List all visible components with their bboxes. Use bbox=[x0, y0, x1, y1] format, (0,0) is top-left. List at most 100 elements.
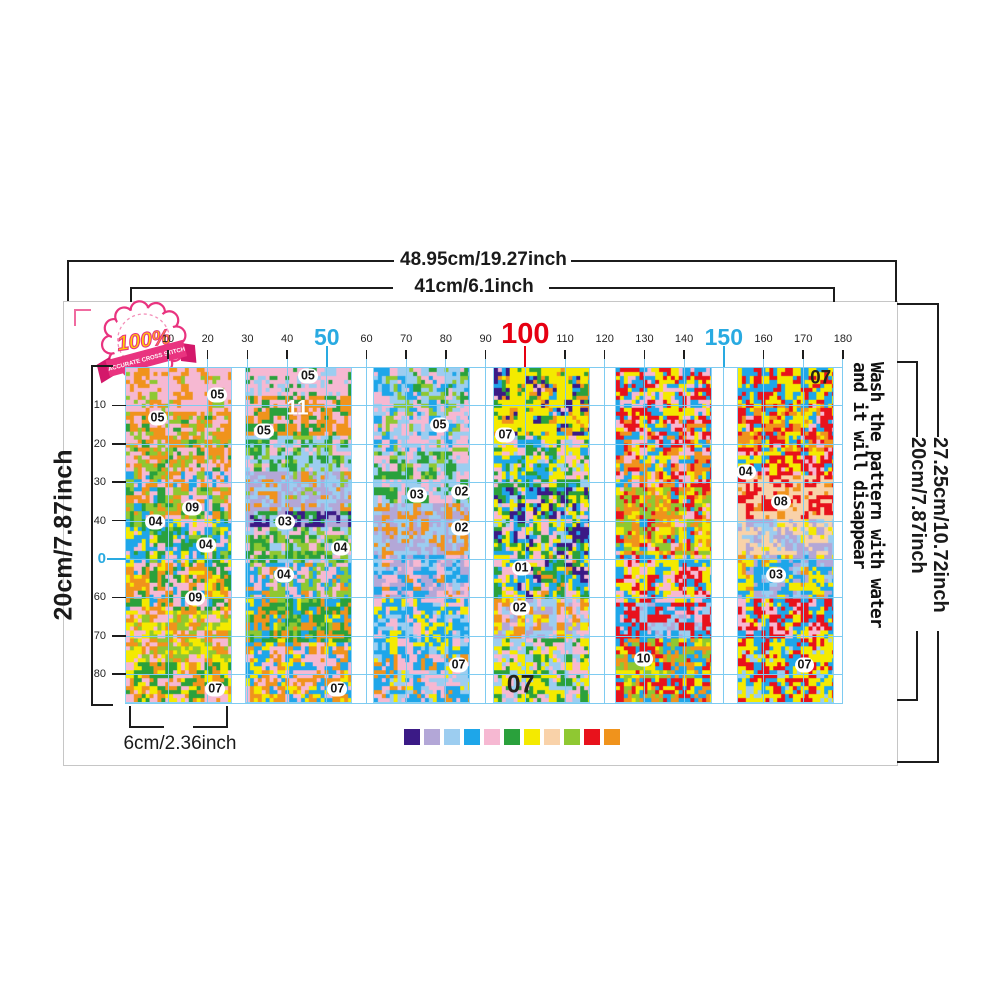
legend-swatch bbox=[524, 729, 540, 745]
color-number-label: 03 bbox=[766, 567, 786, 583]
color-number-label: 10 bbox=[633, 651, 654, 667]
ruler-top-number: 60 bbox=[360, 333, 373, 345]
dim-bottom: 6cm/2.36inch bbox=[123, 733, 237, 754]
pattern-panel-3: 05 02 03 02 07 bbox=[373, 367, 472, 703]
ruler-left-number: 0 bbox=[97, 550, 106, 567]
dim-line bbox=[130, 287, 393, 289]
dim-right-outer: 27.25cm/10.72inch bbox=[928, 437, 951, 613]
dim-line bbox=[193, 726, 228, 728]
ruler-left-number: 80 bbox=[93, 668, 106, 681]
pattern-panel-5: 10 bbox=[615, 367, 712, 703]
dim-hook bbox=[67, 260, 69, 301]
grid-line-vertical bbox=[524, 358, 526, 703]
ruler-top-tick bbox=[445, 350, 447, 359]
color-number-label: 05 bbox=[253, 423, 274, 439]
ruler-top-tick bbox=[484, 350, 487, 359]
dim-line bbox=[937, 303, 939, 438]
color-number-label: 09 bbox=[182, 500, 203, 516]
color-number-label: 01 bbox=[511, 560, 532, 576]
pattern-panel-4: 07 01 02 07 bbox=[493, 367, 590, 703]
grid-line-horizontal bbox=[125, 443, 843, 445]
dim-line bbox=[129, 726, 164, 728]
color-number-label: 03 bbox=[406, 487, 427, 503]
ruler-top-number: 150 bbox=[704, 324, 743, 350]
ruler-top-tick bbox=[365, 350, 368, 359]
grid-line-horizontal bbox=[125, 674, 843, 676]
ruler-left-tick bbox=[112, 596, 126, 599]
color-number-label: 04 bbox=[273, 567, 294, 583]
ruler-top-number: 100 bbox=[501, 318, 550, 350]
legend-swatch bbox=[544, 729, 560, 745]
grid-line-horizontal bbox=[125, 405, 843, 407]
ruler-top-number: 160 bbox=[754, 333, 773, 345]
legend-swatch bbox=[404, 729, 420, 745]
ruler-top-tick bbox=[206, 350, 209, 359]
pattern-panel-2: 05 11 05 03 04 04 07 bbox=[245, 367, 352, 703]
grid-line-vertical bbox=[167, 358, 169, 703]
ruler-left-tick bbox=[112, 443, 126, 445]
ruler-top-number: 130 bbox=[635, 333, 654, 345]
grid-line-vertical bbox=[802, 358, 804, 703]
color-number-label: 04 bbox=[330, 540, 351, 556]
ruler-top-number: 40 bbox=[280, 333, 294, 345]
color-number-label: 02 bbox=[509, 600, 530, 616]
dim-line bbox=[916, 361, 918, 438]
corner-mark bbox=[74, 309, 91, 326]
ruler-top-tick bbox=[603, 350, 606, 359]
ruler-left-number: 40 bbox=[93, 514, 106, 527]
grid-line-vertical bbox=[405, 358, 407, 703]
pattern-canvas-2 bbox=[246, 368, 351, 702]
pattern-panel-6: 07 04 08 03 07 bbox=[735, 367, 834, 703]
grid-line-vertical bbox=[366, 358, 367, 703]
color-number-label: 05 bbox=[207, 387, 228, 403]
ruler-top-number: 170 bbox=[794, 333, 813, 345]
dim-line bbox=[67, 260, 400, 262]
grid-line-horizontal bbox=[125, 367, 843, 368]
ruler-top-number: 80 bbox=[439, 333, 453, 345]
ruler-top-tick bbox=[643, 350, 646, 359]
ruler-top-tick bbox=[683, 350, 685, 359]
legend-swatch bbox=[504, 729, 520, 745]
ruler-top-number: 30 bbox=[241, 333, 254, 345]
ruler-top-number: 10 bbox=[161, 333, 175, 345]
dim-hook bbox=[91, 704, 113, 706]
grid-line-horizontal bbox=[125, 597, 843, 599]
grid-line-vertical bbox=[723, 358, 725, 703]
color-number-label: 05 bbox=[429, 417, 450, 433]
color-number-label: 04 bbox=[735, 464, 756, 480]
ruler-left-number: 10 bbox=[93, 399, 106, 412]
pattern-canvas-5 bbox=[616, 368, 711, 702]
ruler-top-number: 50 bbox=[314, 324, 340, 350]
ruler-top-tick bbox=[286, 350, 288, 359]
dim-hook bbox=[897, 361, 918, 363]
legend-swatch bbox=[444, 729, 460, 745]
grid-line-vertical bbox=[683, 358, 685, 703]
color-number-label: 04 bbox=[195, 537, 216, 553]
legend-swatch bbox=[584, 729, 600, 745]
dim-line bbox=[91, 365, 93, 706]
ruler-left-tick bbox=[112, 481, 126, 483]
color-number-label: 07 bbox=[205, 681, 226, 697]
ruler-left-tick bbox=[112, 673, 126, 675]
pattern-panel-1: 05 05 09 04 04 09 07 bbox=[125, 367, 232, 703]
pattern-canvas-6 bbox=[738, 368, 833, 702]
ruler-top-number: 180 bbox=[833, 333, 853, 345]
color-number-label: 07 bbox=[794, 657, 815, 673]
dim-line bbox=[556, 260, 897, 262]
grid-line-vertical bbox=[485, 358, 487, 703]
ruler-top-tick bbox=[762, 350, 765, 359]
ruler-left-number: 20 bbox=[93, 437, 106, 450]
ruler-top-number: 120 bbox=[595, 333, 614, 345]
grid-line-vertical bbox=[842, 358, 844, 703]
color-number-label: 07 bbox=[448, 657, 469, 673]
dim-hook bbox=[129, 706, 131, 728]
dim-hook bbox=[130, 287, 132, 302]
grid-line-vertical bbox=[207, 358, 209, 703]
grid-line-horizontal bbox=[125, 559, 843, 560]
grid-line-horizontal bbox=[125, 520, 843, 522]
ruler-top-tick bbox=[405, 350, 407, 359]
ruler-top-tick bbox=[325, 346, 328, 367]
ruler-left-tick bbox=[112, 404, 126, 407]
ruler-top-number: 90 bbox=[479, 333, 492, 345]
ruler-top-tick bbox=[842, 350, 844, 359]
